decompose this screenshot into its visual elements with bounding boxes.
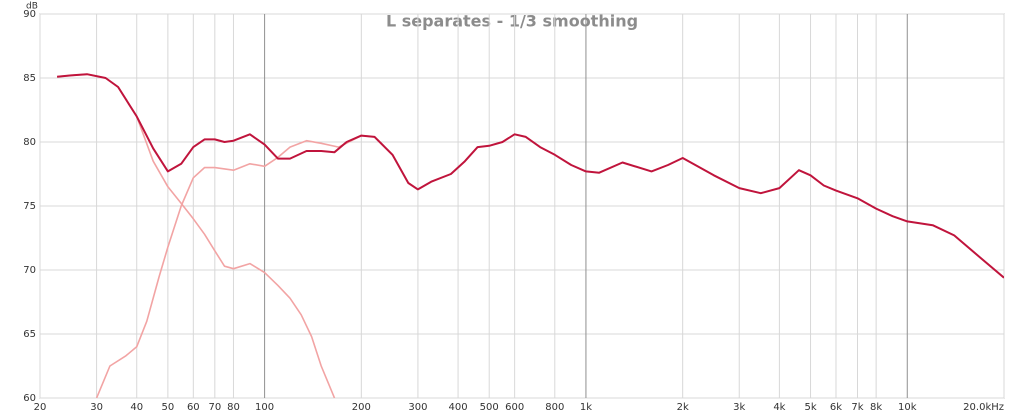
x-tick-label: 10k	[898, 402, 917, 413]
x-tick-label: 2k	[677, 402, 689, 413]
y-tick-label: 75	[23, 201, 36, 212]
x-tick-label: 20	[34, 402, 47, 413]
y-axis-label: dB	[26, 2, 38, 12]
y-tick-label: 65	[23, 329, 36, 340]
x-tick-label: 400	[449, 402, 468, 413]
chart-title: L separates - 1/3 smoothing	[386, 12, 638, 31]
x-tick-label: 20.0kHz	[963, 402, 1004, 413]
x-tick-label: 1k	[580, 402, 592, 413]
x-tick-label: 500	[480, 402, 499, 413]
y-tick-label: 80	[23, 137, 36, 148]
x-tick-label: 100	[255, 402, 274, 413]
x-tick-label: 4k	[773, 402, 785, 413]
x-tick-label: 80	[227, 402, 240, 413]
x-tick-label: 800	[545, 402, 564, 413]
x-tick-label: 5k	[804, 402, 816, 413]
x-tick-label: 8k	[870, 402, 882, 413]
y-tick-label: 70	[23, 265, 36, 276]
x-tick-label: 7k	[851, 402, 863, 413]
x-tick-label: 200	[352, 402, 371, 413]
y-tick-label: 60	[23, 393, 36, 404]
x-tick-label: 300	[408, 402, 427, 413]
x-tick-label: 70	[208, 402, 221, 413]
y-tick-label: 85	[23, 73, 36, 84]
x-tick-label: 50	[162, 402, 175, 413]
x-tick-label: 600	[505, 402, 524, 413]
response-line	[57, 73, 1004, 279]
x-tick-label: 6k	[830, 402, 842, 413]
y-tick-label: 90	[23, 9, 36, 20]
response-line	[95, 134, 394, 398]
x-tick-label: 30	[90, 402, 103, 413]
x-tick-label: 3k	[733, 402, 745, 413]
x-tick-label: 60	[187, 402, 200, 413]
x-tick-label: 40	[130, 402, 143, 413]
